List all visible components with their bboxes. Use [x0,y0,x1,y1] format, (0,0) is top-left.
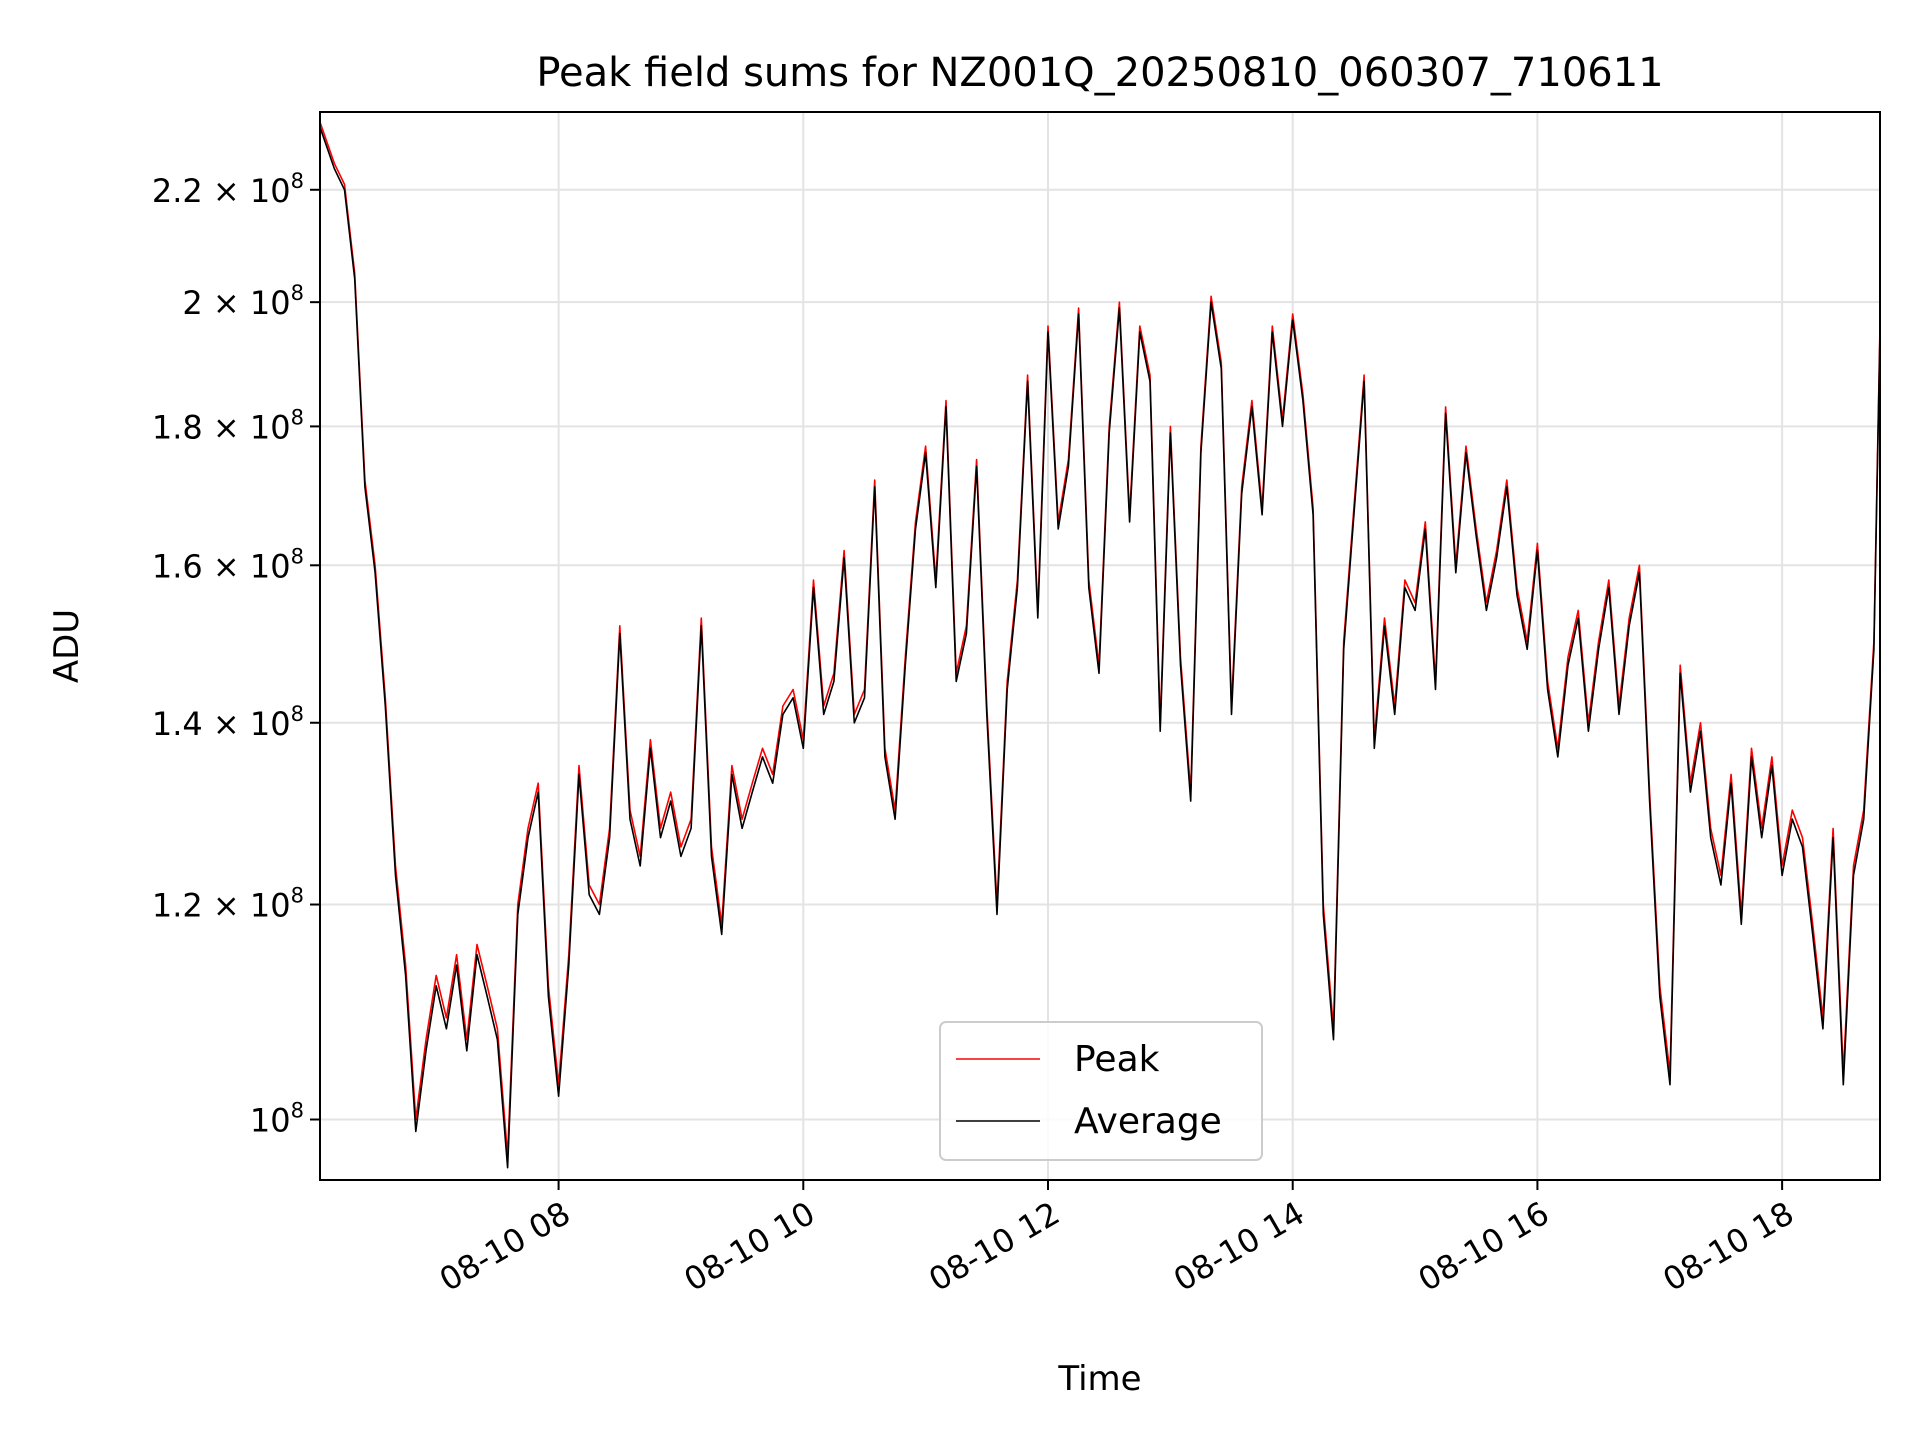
legend-label-peak: Peak [1074,1039,1160,1080]
y-tick-label: 2 × 108 [182,281,304,322]
series-line-average [319,126,1881,1169]
y-tick-label: 2.2 × 108 [152,169,304,210]
y-axis-ticks: 108 1.2 × 108 1.4 × 108 1.6 × 108 1.8 × 108 2… [152,169,320,1140]
legend-box [939,1021,1263,1161]
y-tick-label: 108 [250,1099,304,1140]
legend: Peak Average [939,1021,1263,1161]
plot-area-frame [319,111,1881,1181]
y-tick-label: 1.4 × 108 [152,702,304,743]
chart-title: Peak field sums for NZ001Q_20250810_0603… [536,50,1663,96]
grid-lines [320,112,1880,1180]
y-tick-label: 1.2 × 108 [152,884,304,925]
legend-label-average: Average [1074,1101,1222,1142]
x-axis-label: Time [1057,1359,1141,1399]
y-tick-label: 1.8 × 108 [152,405,304,446]
series-lines [319,121,1881,1169]
y-tick-label: 1.6 × 108 [152,544,304,585]
y-axis-label: ADU [47,609,87,683]
